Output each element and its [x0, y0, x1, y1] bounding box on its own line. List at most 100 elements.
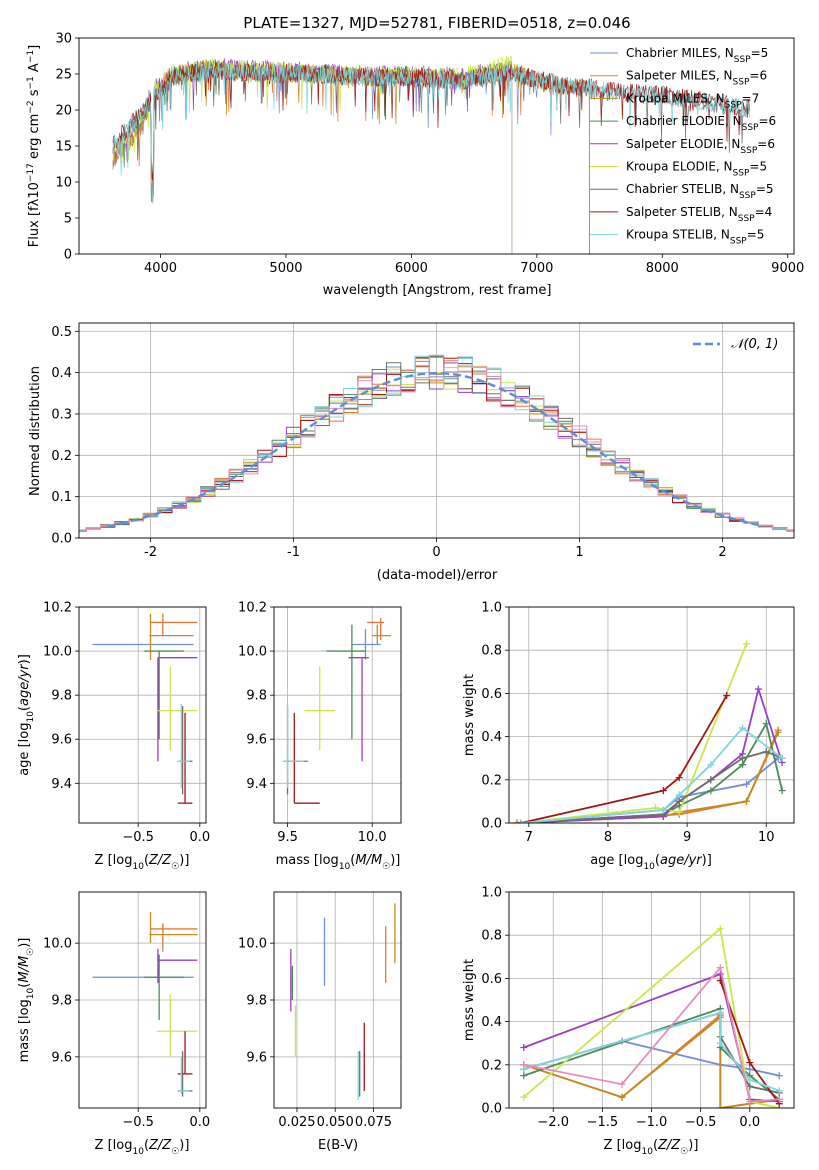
residuals-ytick-label: 0.0	[51, 532, 72, 547]
mass-weight-marker	[659, 806, 667, 814]
gaussian-curve	[107, 371, 759, 528]
mass-weight-marker	[743, 640, 750, 648]
figure-title: PLATE=1327, MJD=52781, FIBERID=0518, z=0…	[243, 14, 630, 32]
mass-weight-marker	[723, 692, 731, 700]
residuals-ytick-label: 0.3	[51, 407, 72, 422]
age_vs_z-xtick-label: −0.5	[122, 830, 154, 845]
age-vs-mass-xlabel: mass [log10(M/M☉)]	[276, 853, 401, 872]
legend-label: Chabrier MILES, NSSP=5	[626, 46, 768, 65]
mass-weight-marker	[746, 1065, 754, 1073]
mass-weight-line	[523, 926, 780, 1108]
massweight_vs_z-ytick-label: 0.0	[481, 1102, 502, 1117]
spectrum-ytick-label: 10	[55, 176, 72, 191]
age_vs_mass-frame	[273, 606, 402, 824]
massweight_vs_z-lines	[520, 925, 783, 1108]
mass-weight-marker	[520, 1093, 528, 1101]
massweight-vs-z-ylabel: mass weight	[462, 959, 477, 1041]
residuals-xtick-label: 2	[718, 545, 726, 560]
massweight_vs_age-ytick-label: 0.4	[481, 730, 502, 745]
massweight_vs_z-xtick-label: −2.0	[537, 1115, 569, 1130]
massweight_vs_age-axes: 7 8 9 10 0.0 0.2 0.4 0.6 0.8 1.0	[481, 601, 795, 845]
mass-weight-marker	[778, 787, 786, 795]
spectrum-ytick-label: 0	[64, 248, 72, 263]
age_vs_z-ytick-label: 10.2	[43, 601, 72, 616]
mass_vs_ebv-xtick-label: 0.075	[355, 1115, 392, 1130]
age_vs_z-ytick-label: 9.8	[51, 689, 72, 704]
spectrum-xtick-label: 4000	[144, 261, 177, 276]
mass_vs_ebv-points	[290, 903, 396, 1100]
spectrum-axes: 4000 5000 6000 7000 8000 9000 0 5 10 15 20 25 30 wave…	[26, 32, 804, 299]
mass_vs_z-axes: −0.50.09.69.810.0Z [log10(Z/Z☉)]	[43, 891, 210, 1130]
age_vs_z-points	[92, 613, 198, 804]
massweight_vs_z-ytick-label: 1.0	[481, 886, 502, 901]
massweight_vs_z-xtick-label: −0.5	[685, 1115, 717, 1130]
mass-weight-marker	[675, 791, 683, 799]
age_vs_mass-ytick-label: 10.2	[238, 601, 267, 616]
massweight_vs_age-ytick-label: 0.8	[481, 644, 502, 659]
age_vs_mass-xtick-label: 9.5	[277, 830, 298, 845]
massweight_vs_z-xtick-label: −1.0	[636, 1115, 668, 1130]
mass_vs_z-ytick-label: 9.8	[51, 994, 72, 1009]
mass-weight-marker	[707, 761, 715, 769]
spectrum-xtick-label: 6000	[395, 261, 428, 276]
massweight_vs_age-xtick-label: 8	[604, 830, 612, 845]
massweight-vs-age-ylabel: mass weight	[462, 674, 477, 756]
legend-label-gaussian: 𝒩(0, 1)	[731, 337, 778, 352]
massweight_vs_age-ytick-label: 0.2	[481, 773, 502, 788]
legend-label: Salpeter STELIB, NSSP=4	[626, 205, 772, 224]
residuals-ytick-label: 0.5	[51, 325, 72, 340]
residuals-frame	[78, 322, 795, 539]
massweight_vs_z-frame	[508, 891, 795, 1109]
spectrum-ylabel: Flux [fλ10−17 erg cm−2 s−1 A−1]	[26, 45, 42, 247]
age_vs_mass-points	[282, 618, 391, 804]
spectrum-series-line	[112, 61, 750, 202]
mass-weight-marker	[716, 1039, 724, 1047]
massweight_vs_age-lines	[513, 640, 786, 823]
age-vs-z-ylabel: age [log10(age/yr)]	[17, 654, 36, 776]
massweight_vs_age-xtick-label: 10	[758, 830, 775, 845]
massweight_vs_age-ytick-label: 1.0	[481, 601, 502, 616]
mass_vs_ebv-ytick-label: 9.6	[246, 1050, 267, 1065]
age_vs_z-frame	[78, 606, 207, 824]
mass_vs_z-ytick-label: 9.6	[51, 1050, 72, 1065]
mass-weight-marker	[746, 1059, 754, 1067]
residuals-xlabel: (data-model)/error	[377, 568, 498, 583]
spectrum-ytick-label: 20	[55, 104, 72, 119]
mass-weight-marker	[762, 748, 770, 756]
residuals-ytick-label: 0.1	[51, 490, 72, 505]
spectrum-xtick-label: 8000	[646, 261, 679, 276]
mass-weight-marker	[775, 1072, 783, 1080]
mass-weight-marker	[517, 819, 525, 823]
legend-label: Chabrier STELIB, NSSP=5	[626, 182, 774, 201]
mass-weight-marker	[513, 819, 521, 823]
mass-weight-marker	[675, 808, 683, 816]
mass-weight-marker	[746, 1082, 754, 1090]
mass_vs_ebv-frame	[273, 891, 402, 1109]
mass-weight-line	[520, 695, 728, 823]
massweight_vs_z-ytick-label: 0.4	[481, 1015, 502, 1030]
mass-weight-marker	[618, 1093, 626, 1101]
mass-weight-marker	[746, 1076, 754, 1084]
age_vs_mass-ytick-label: 9.8	[246, 689, 267, 704]
mass-weight-marker	[746, 1098, 754, 1106]
mass-weight-marker	[716, 964, 724, 972]
mass-weight-marker	[739, 724, 747, 732]
residuals-ytick-label: 0.4	[51, 366, 72, 381]
massweight_vs_z-xtick-label: −1.5	[587, 1115, 619, 1130]
mass_vs_ebv-xtick-label: 0.050	[317, 1115, 354, 1130]
massweight-vs-age-xlabel: age [log10(age/yr)]	[590, 853, 712, 872]
mass-weight-marker	[739, 754, 747, 762]
legend-label: Salpeter ELODIE, NSSP=6	[626, 137, 775, 156]
spectrum-xtick-label: 7000	[520, 261, 553, 276]
mass-weight-marker	[775, 1087, 783, 1095]
massweight_vs_age-xtick-label: 7	[525, 830, 533, 845]
legend-label: Chabrier ELODIE, NSSP=6	[626, 114, 776, 133]
mass_vs_ebv-xtick-label: 0.025	[278, 1115, 315, 1130]
mass-weight-marker	[778, 754, 786, 762]
mass-weight-marker	[520, 1061, 528, 1069]
spectrum-legend: Chabrier MILES, NSSP=5 Salpeter MILES, NS…	[590, 46, 776, 247]
mass-vs-ebv-xlabel: E(B-V)	[318, 1138, 358, 1153]
mass_vs_z-ytick-label: 10.0	[43, 937, 72, 952]
